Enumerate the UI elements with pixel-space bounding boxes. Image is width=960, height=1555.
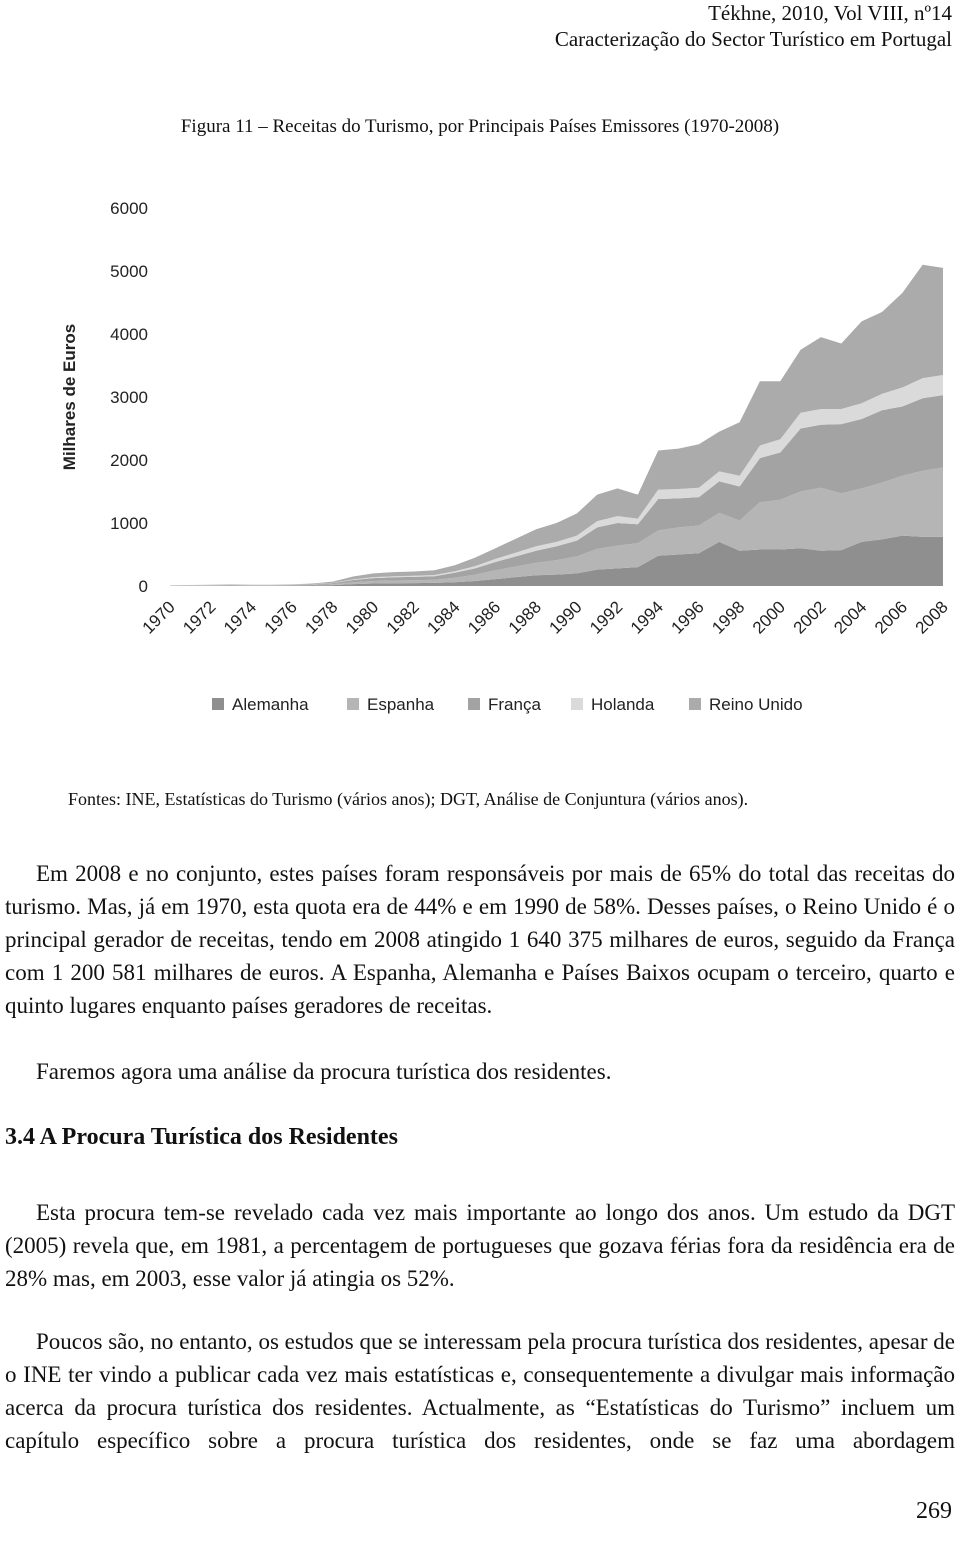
journal-header: Tékhne, 2010, Vol VIII, nº14 [708, 1, 952, 25]
running-title: Caracterização do Sector Turístico em Po… [554, 27, 952, 51]
x-tick-label: 1978 [301, 597, 341, 637]
area [170, 535, 943, 586]
legend-swatch [347, 698, 359, 710]
x-tick-label: 2004 [830, 597, 870, 637]
x-tick-label: 1972 [179, 597, 219, 637]
x-tick-label: 1980 [342, 597, 382, 637]
x-tick-label: 1994 [627, 597, 667, 637]
paragraph: Poucos são, no entanto, os estudos que s… [5, 1329, 955, 1453]
legend-label: França [488, 695, 541, 714]
paragraph: Faremos agora uma análise da procura tur… [36, 1059, 612, 1084]
legend-swatch [212, 698, 224, 710]
y-tick-label: 4000 [110, 325, 148, 344]
x-tick-label: 2006 [871, 597, 911, 637]
x-tick-label: 1984 [423, 597, 463, 637]
x-tick-label: 2002 [790, 597, 830, 637]
x-tick-label: 1986 [464, 597, 504, 637]
x-tick-label: 2000 [749, 597, 789, 637]
area [170, 264, 943, 586]
legend-swatch [468, 698, 480, 710]
legend-label: Reino Unido [709, 695, 803, 714]
x-tick-label: 1990 [545, 597, 585, 637]
y-tick-label: 5000 [110, 262, 148, 281]
area [170, 395, 943, 586]
section-heading: 3.4 A Procura Turística dos Residentes [5, 1124, 398, 1150]
x-tick-label: 2008 [912, 597, 952, 637]
paragraph: Esta procura tem-se revelado cada vez ma… [5, 1200, 955, 1291]
x-tick-label: 1992 [586, 597, 626, 637]
y-tick-label: 2000 [110, 451, 148, 470]
figure-caption: Figura 11 – Receitas do Turismo, por Pri… [180, 116, 780, 137]
paragraph: Em 2008 e no conjunto, estes países fora… [5, 861, 955, 1018]
x-tick-label: 1970 [139, 597, 179, 637]
x-tick-label: 1988 [505, 597, 545, 637]
x-tick-label: 1974 [220, 597, 260, 637]
chart: Milhares de Euros 0 1000 2000 3000 4000 5000 6… [60, 199, 952, 714]
x-tick-label: 1998 [708, 597, 748, 637]
x-tick-label: 1996 [668, 597, 708, 637]
x-tick-label: 1976 [261, 597, 301, 637]
area [170, 374, 943, 586]
y-tick-label: 1000 [110, 514, 148, 533]
area [170, 467, 943, 586]
page-number: 269 [916, 1498, 952, 1524]
y-tick-label: 0 [139, 577, 148, 596]
legend-swatch [689, 698, 701, 710]
legend-swatch [571, 698, 583, 710]
y-tick-label: 6000 [110, 199, 148, 218]
legend-label: Espanha [367, 695, 435, 714]
legend-label: Alemanha [232, 695, 309, 714]
y-tick-label: 3000 [110, 388, 148, 407]
figure-source: Fontes: INE, Estatísticas do Turismo (vá… [68, 789, 749, 809]
y-axis-title: Milhares de Euros [60, 324, 79, 470]
legend-label: Holanda [591, 695, 655, 714]
x-tick-label: 1982 [383, 597, 423, 637]
